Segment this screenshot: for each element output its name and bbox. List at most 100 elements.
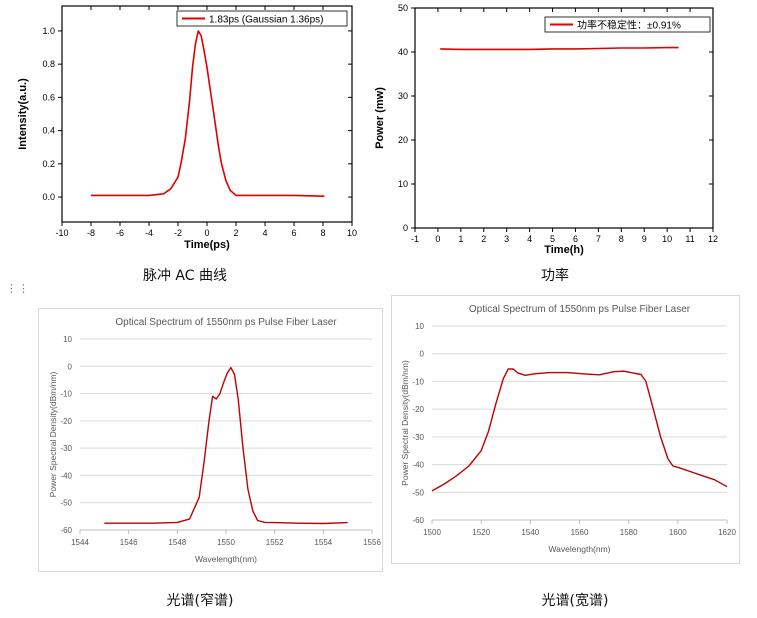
y-tick-label: 40 (398, 47, 408, 57)
series-line-1 (431, 368, 728, 492)
y-tick-label: 30 (398, 91, 408, 101)
x-axis-label: Wavelength(nm) (548, 544, 610, 554)
x-tick-label: 10 (662, 234, 672, 244)
y-tick-label: -40 (412, 461, 424, 470)
legend-box (176, 10, 348, 27)
x-tick-label: 2 (233, 228, 238, 238)
x-tick-label: 1 (458, 234, 463, 244)
chart-title: Optical Spectrum of 1550nm ps Pulse Fibe… (115, 317, 337, 328)
x-tick-label: -1 (411, 234, 419, 244)
legend-box (544, 16, 711, 33)
y-tick-label: -60 (412, 516, 424, 525)
y-tick-label: 0.8 (42, 59, 55, 69)
y-tick-label: 0.2 (42, 159, 55, 169)
x-tick-label: 1500 (423, 528, 441, 537)
x-tick-label: 1556 (363, 538, 381, 547)
y-tick-label: -20 (412, 405, 424, 414)
y-tick-label: -20 (60, 417, 72, 426)
y-tick-label: 0 (68, 362, 73, 371)
x-tick-label: 0 (435, 234, 440, 244)
y-tick-label: 0.6 (42, 92, 55, 102)
legend-label: 1.83ps (Gaussian 1.36ps) (209, 15, 324, 26)
y-tick-label: -10 (412, 377, 424, 386)
x-tick-label: 8 (320, 228, 325, 238)
y-axis-label: Power (mw) (374, 87, 386, 149)
x-tick-label: 1560 (571, 528, 589, 537)
x-tick-label: 1540 (521, 528, 539, 537)
x-tick-label: -10 (55, 228, 68, 238)
x-tick-label: 11 (685, 234, 694, 244)
x-axis-label: Time(ps) (184, 239, 230, 251)
x-tick-label: 0 (204, 228, 209, 238)
x-tick-label: 1580 (620, 528, 638, 537)
x-tick-label: -8 (87, 228, 95, 238)
x-tick-label: 1620 (718, 528, 736, 537)
y-tick-label: 0 (420, 350, 425, 359)
legend-label: 功率不稳定性：±0.91% (577, 19, 681, 32)
x-tick-label: 7 (596, 234, 601, 244)
y-tick-label: 10 (398, 179, 408, 189)
y-tick-label: 1.0 (42, 26, 55, 36)
x-tick-label: 4 (527, 234, 532, 244)
legend: 功率不稳定性：±0.91% (544, 16, 711, 33)
series-line-1 (104, 366, 348, 525)
caption-spectrum-wide: 光谱(宽谱) (541, 593, 609, 609)
caption-spectrum-narrow: 光谱(窄谱) (166, 593, 234, 609)
y-tick-label: 50 (398, 3, 408, 13)
legend: 1.83ps (Gaussian 1.36ps) (176, 10, 348, 27)
chart-4: Optical Spectrum of 1550nm ps Pulse Fibe… (400, 304, 736, 554)
x-axis-label: Wavelength(nm) (195, 554, 257, 564)
y-tick-label: -50 (60, 499, 72, 508)
x-tick-label: -6 (116, 228, 124, 238)
chart-1: -10 -8 -6 -4 -2 0 2 4 6 8 10 0.0 0.2 0.4 0.6 0.8 1.0 Time… (17, 5, 357, 251)
x-tick-label: 1600 (669, 528, 687, 537)
plot-frame (61, 5, 353, 223)
chart-title: Optical Spectrum of 1550nm ps Pulse Fibe… (469, 304, 691, 315)
series-line-1 (440, 46, 679, 51)
x-tick-label: 6 (573, 234, 578, 244)
x-tick-label: 1544 (71, 538, 89, 547)
y-tick-label: 0 (403, 223, 408, 233)
x-axis-label: Time(h) (544, 244, 584, 256)
x-tick-label: -4 (145, 228, 153, 238)
x-tick-label: 2 (481, 234, 486, 244)
x-tick-label: 5 (550, 234, 555, 244)
x-tick-label: 1554 (314, 538, 332, 547)
y-tick-label: -30 (412, 433, 424, 442)
x-tick-label: 8 (619, 234, 624, 244)
y-tick-label: 0.0 (42, 192, 55, 202)
x-tick-label: -2 (174, 228, 182, 238)
y-axis-label: Intensity(a.u.) (17, 78, 29, 150)
y-tick-label: 10 (415, 322, 424, 331)
y-tick-label: -60 (60, 526, 72, 535)
x-tick-label: 6 (291, 228, 296, 238)
x-tick-label: 3 (504, 234, 509, 244)
caption-power: 功率 (541, 268, 569, 284)
y-tick-label: -30 (60, 444, 72, 453)
y-tick-label: -50 (412, 488, 424, 497)
drag-handle-icon[interactable]: ⋮⋮ (6, 283, 30, 295)
series-line-1 (91, 30, 325, 197)
x-tick-label: 1550 (217, 538, 235, 547)
x-tick-label: 1548 (168, 538, 186, 547)
y-tick-label: -10 (60, 390, 72, 399)
caption-ac-curve: 脉冲 AC 曲线 (142, 268, 227, 284)
y-axis-label: Power Spectral Density(dBm/nm) (48, 372, 58, 498)
y-tick-label: 10 (63, 335, 72, 344)
x-tick-label: 10 (347, 228, 357, 238)
chart-3: Optical Spectrum of 1550nm ps Pulse Fibe… (48, 317, 381, 564)
x-tick-label: 1546 (120, 538, 138, 547)
x-tick-label: 9 (642, 234, 647, 244)
plot-frame (414, 7, 714, 229)
y-tick-label: -40 (60, 471, 72, 480)
x-tick-label: 1552 (266, 538, 284, 547)
y-tick-label: 20 (398, 135, 408, 145)
y-axis-label: Power Spectral Density(dBm/nm) (400, 360, 410, 486)
spectrum-narrow-frame (38, 308, 383, 572)
x-tick-label: 4 (262, 228, 267, 238)
y-tick-label: 0.4 (42, 126, 55, 136)
x-tick-label: 1520 (472, 528, 490, 537)
chart-2: -1 0 1 2 3 4 5 6 7 8 9 10 11 1201020304050Time(h)Powe… (374, 3, 718, 256)
spectrum-wide-frame (391, 295, 740, 564)
